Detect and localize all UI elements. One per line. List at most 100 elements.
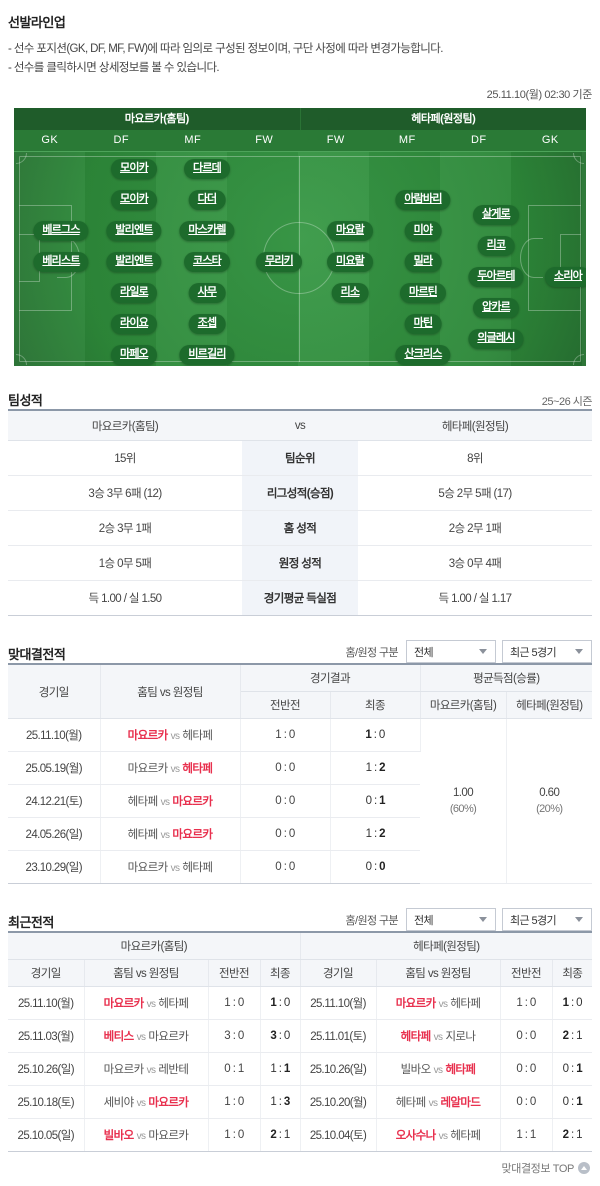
h2h-col-matchup: 홈팀 vs 원정팀 [100, 663, 241, 719]
player-chip[interactable]: 리소 [331, 283, 369, 303]
player-chip[interactable]: 밀라 [404, 252, 442, 272]
chevron-down-icon [575, 649, 583, 654]
player-chip[interactable]: 마스카렐 [179, 221, 235, 241]
matchup-cell: 헤타페 vs 레알마드 [376, 1085, 501, 1119]
team-stats-home-cell: 15위 [8, 440, 242, 476]
player-chip[interactable]: 무리키 [256, 252, 302, 272]
team-stats-home-cell: 득 1.00 / 실 1.50 [8, 580, 242, 616]
player-chip[interactable]: 다르데 [184, 159, 230, 179]
away-team-name: 헤타페 [182, 862, 213, 874]
team-stats-label-cell: 홈 성적 [242, 510, 358, 546]
player-chip[interactable]: 미야 [404, 221, 442, 241]
first-half-score-cell: 0 : 0 [500, 1019, 553, 1053]
team-stats-away-cell: 2승 2무 1패 [358, 510, 592, 546]
player-chip[interactable]: 발리엔트 [106, 221, 162, 241]
recent-scope-value: 전체 [414, 914, 434, 927]
final-score-cell: 1 : 0 [552, 986, 593, 1020]
first-half-score-cell: 0 : 0 [240, 784, 331, 818]
recent-col-final-home: 최종 [260, 959, 301, 987]
final-score-cell: 1 : 1 [260, 1052, 301, 1086]
position-label-df-away: DF [471, 134, 487, 146]
player-chip[interactable]: 비르길리 [179, 345, 235, 365]
lineup-section-header: 선발라인업 - 선수 포지션(GK, DF, MF, FW)에 따라 임의로 구… [0, 0, 600, 78]
home-team-name: 빌바오 [400, 1064, 432, 1076]
home-team-name: 마요르카 [127, 763, 169, 775]
final-score-cell: 1 : 2 [330, 817, 421, 851]
final-score-cell: 3 : 0 [260, 1019, 301, 1053]
final-score-cell: 0 : 1 [552, 1085, 593, 1119]
home-team-name: 마요르카 [395, 998, 437, 1010]
player-chip[interactable]: 마틴 [404, 314, 442, 334]
player-chip[interactable]: 살게로 [473, 205, 519, 225]
recent-col-matchup-home: 홈팀 vs 원정팀 [84, 959, 209, 987]
team-stats-header-row: 마요르카(홈팀) vs 헤타페(원정팀) [8, 409, 592, 441]
scroll-to-top-link[interactable]: 맞대결정보 TOP [0, 1152, 600, 1186]
player-chip[interactable]: 마요랄 [327, 221, 373, 241]
team-stats-label-cell: 원정 성적 [242, 545, 358, 581]
position-label-fw-home: FW [255, 134, 274, 146]
recent-col-first-half-home: 전반전 [208, 959, 261, 987]
player-chip[interactable]: 다더 [188, 190, 226, 210]
match-date-cell: 24.05.26(일) [8, 817, 101, 851]
player-chip[interactable]: 소리아 [545, 267, 586, 287]
lineup-notes: - 선수 포지션(GK, DF, MF, FW)에 따라 임의로 구성된 정보이… [8, 40, 592, 78]
away-team-name: 마요르카 [148, 1097, 189, 1109]
recent-col-first-half-away: 전반전 [500, 959, 553, 987]
player-chip[interactable]: 마르틴 [400, 283, 446, 303]
recent-col-date-away: 경기일 [300, 959, 377, 987]
player-chip[interactable]: 베르그스 [33, 221, 89, 241]
player-chip[interactable]: 조셉 [188, 314, 226, 334]
home-team-name: 베티스 [103, 1031, 135, 1043]
player-chip[interactable]: 모이카 [111, 159, 157, 179]
player-chip[interactable]: 압카르 [473, 298, 519, 318]
player-chip[interactable]: 리코 [477, 236, 515, 256]
player-chip[interactable]: 사무 [188, 283, 226, 303]
player-chip[interactable]: 베리스트 [33, 252, 89, 272]
player-chip[interactable]: 의글레시 [468, 329, 524, 349]
vs-separator: vs [438, 1131, 448, 1142]
player-chip[interactable]: 아람바리 [395, 190, 451, 210]
vs-separator: vs [170, 731, 180, 742]
first-half-score-cell: 1 : 0 [208, 986, 261, 1020]
recent-title: 최근전적 [8, 915, 54, 930]
h2h-count-select[interactable]: 최근 5경기 [502, 640, 592, 663]
player-chip[interactable]: 두아르테 [468, 267, 524, 287]
away-team-name: 지로나 [445, 1031, 476, 1043]
away-team-name: 마요르카 [172, 796, 213, 808]
player-chip[interactable]: 모이카 [111, 190, 157, 210]
matchup-cell: 헤타페 vs 마요르카 [100, 817, 241, 851]
vs-separator: vs [136, 1098, 146, 1109]
player-chip[interactable]: 라일로 [111, 283, 157, 303]
pitch-position-bar: GK DF MF FW FW MF DF GK [14, 130, 586, 152]
lineup-note-1: - 선수 포지션(GK, DF, MF, FW)에 따라 임의로 구성된 정보이… [8, 43, 443, 55]
final-score-cell: 0 : 1 [552, 1052, 593, 1086]
h2h-table: 경기일 홈팀 vs 원정팀 경기결과 평균득점(승률) 전반전 최종 마요르카(… [8, 663, 593, 884]
h2h-title: 맞대결전적 [8, 647, 66, 662]
player-chip[interactable]: 산크리스 [395, 345, 451, 365]
player-chip[interactable]: 마페오 [111, 345, 157, 365]
match-date-cell: 25.10.05(일) [8, 1118, 85, 1152]
vs-separator: vs [433, 1065, 443, 1076]
team-stats-home-cell: 3승 3무 6패 (12) [8, 475, 242, 511]
matchup-cell: 마요르카 vs 헤타페 [84, 986, 209, 1020]
player-chip[interactable]: 발리엔트 [106, 252, 162, 272]
h2h-scope-select[interactable]: 전체 [406, 640, 496, 663]
matchup-cell: 마요르카 vs 헤타페 [100, 718, 241, 752]
final-score-cell: 1 : 2 [330, 751, 421, 785]
home-team-name: 세비야 [103, 1097, 135, 1109]
recent-scope-select[interactable]: 전체 [406, 908, 496, 931]
table-row: 1승 0무 5패 원정 성적 3승 0무 4패 [8, 545, 592, 581]
away-team-name: 레반테 [158, 1064, 189, 1076]
player-chip[interactable]: 라이요 [111, 314, 157, 334]
player-chip[interactable]: 코스타 [184, 252, 230, 272]
recent-count-select[interactable]: 최근 5경기 [502, 908, 592, 931]
vs-separator: vs [146, 999, 156, 1010]
player-chip[interactable]: 미요랄 [327, 252, 373, 272]
away-team-name: 마요르카 [148, 1031, 189, 1043]
team-stats-away-header: 헤타페(원정팀) [358, 409, 592, 441]
matchup-cell: 빌바오 vs 헤타페 [376, 1052, 501, 1086]
